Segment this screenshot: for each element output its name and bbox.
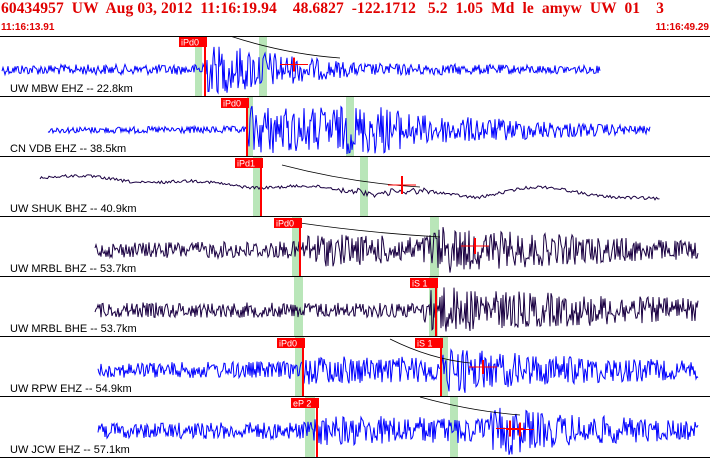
- phase-pick-label-bg[interactable]: [277, 338, 305, 348]
- seismogram-panel[interactable]: iPd0 UW MRBL BHZ -- 53.7km: [0, 217, 710, 277]
- coda-curve: [281, 164, 421, 188]
- phase-pick-label: iPd1: [237, 159, 255, 169]
- network-code: UW: [71, 0, 99, 17]
- phase-pick-label: eP 2: [293, 399, 311, 409]
- station-label: CN VDB EHZ -- 38.5km: [10, 143, 126, 155]
- event-header: 60434957 UW Aug 03, 2012 11:16:19.94 48.…: [1, 0, 709, 21]
- station-label: UW RPW EHZ -- 54.9km: [10, 383, 132, 395]
- pick-window-band: [430, 217, 439, 277]
- phase-pick-label: iS 1: [417, 339, 433, 349]
- seismogram-canvas[interactable]: iPd0 UW MBW EHZ -- 22.8km iPd0 CN VDB EHZ -…: [0, 36, 710, 458]
- pick-window-band: [195, 36, 202, 97]
- phase-pick-label: iPd0: [181, 38, 199, 48]
- window-end-time: 11:16:49.29: [655, 22, 709, 33]
- phase-pick-label: iPd0: [276, 219, 294, 229]
- phase-pick-label-bg[interactable]: [235, 158, 263, 168]
- waveform-trace: [97, 407, 699, 455]
- seismogram-panel[interactable]: iPd1 UW SHUK BHZ -- 40.9km: [0, 157, 710, 217]
- window-start-time: 11:16:13.91: [1, 22, 55, 33]
- event-author: amyw: [541, 0, 582, 17]
- event-type: le: [522, 0, 534, 17]
- waveform-trace: [47, 105, 651, 155]
- event-source: UW: [589, 0, 617, 17]
- phase-pick-label: iPd0: [279, 339, 297, 349]
- waveform-trace: [94, 287, 699, 332]
- pick-window-band: [294, 277, 303, 337]
- station-label: UW MRBL BHE -- 53.7km: [10, 323, 137, 335]
- seismogram-panels[interactable]: iPd0 UW MBW EHZ -- 22.8km iPd0 CN VDB EHZ -…: [0, 36, 710, 458]
- seismogram-panel[interactable]: iPd0 CN VDB EHZ -- 38.5km: [0, 97, 710, 157]
- coda-curve: [229, 36, 341, 59]
- event-magnitude: 1.05: [455, 0, 484, 17]
- station-label: UW MBW EHZ -- 22.8km: [10, 83, 133, 95]
- station-label: UW SHUK BHZ -- 40.9km: [10, 203, 137, 215]
- seismogram-panel[interactable]: iPd0 iS 1 UW RPW EHZ -- 54.9km: [0, 337, 710, 397]
- station-label: UW JCW EHZ -- 57.1km: [10, 444, 130, 456]
- event-id: 60434957: [1, 0, 64, 17]
- seismogram-panel[interactable]: iPd0 UW MBW EHZ -- 22.8km: [0, 36, 710, 97]
- event-date: Aug 03, 2012: [105, 0, 193, 17]
- pick-window-band: [346, 97, 354, 157]
- waveform-trace: [1, 46, 601, 95]
- pick-window-band: [360, 157, 368, 217]
- event-longitude: -122.1712: [351, 0, 416, 17]
- waveform-trace: [94, 227, 699, 273]
- event-version: 01: [624, 0, 641, 17]
- waveform-trace: [39, 174, 660, 201]
- event-depth: 5.2: [427, 0, 448, 17]
- pick-window-band: [295, 337, 304, 397]
- event-time: 11:16:19.94: [200, 0, 277, 17]
- phase-pick-label-bg[interactable]: [179, 37, 207, 47]
- coda-curve: [299, 222, 441, 238]
- phase-pick-label-bg[interactable]: [410, 278, 438, 288]
- phase-pick-label-bg[interactable]: [221, 98, 249, 108]
- phase-pick-label-bg[interactable]: [415, 338, 443, 348]
- event-extra: 3: [656, 0, 664, 17]
- event-latitude: 48.6827: [292, 0, 344, 17]
- seismogram-panel[interactable]: eP 2 UW JCW EHZ -- 57.1km: [0, 396, 710, 458]
- phase-pick-label: iPd0: [223, 99, 241, 109]
- station-label: UW MRBL BHZ -- 53.7km: [10, 263, 136, 275]
- coda-curve: [389, 338, 471, 364]
- phase-pick-label: iS 1: [412, 279, 428, 289]
- seismogram-panel[interactable]: iS 1 UW MRBL BHE -- 53.7km: [0, 277, 710, 337]
- waveform-trace: [97, 348, 699, 393]
- phase-pick-label-bg[interactable]: [274, 218, 302, 228]
- phase-pick-label-bg[interactable]: [291, 398, 319, 408]
- coda-curve: [419, 396, 521, 416]
- magnitude-type: Md: [491, 0, 515, 17]
